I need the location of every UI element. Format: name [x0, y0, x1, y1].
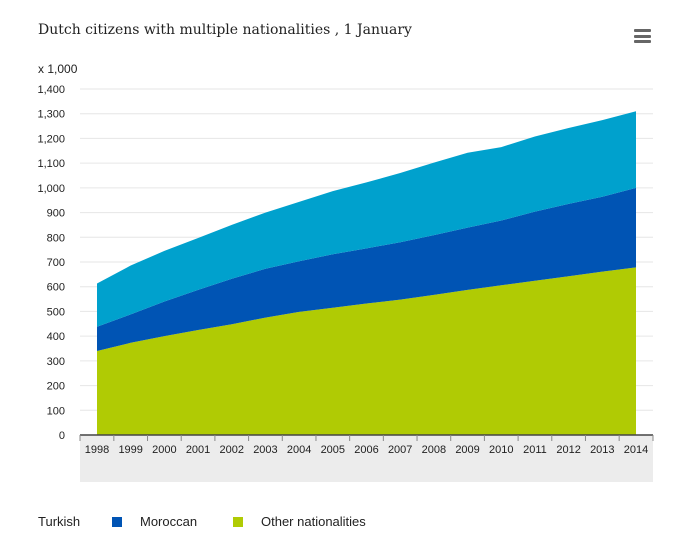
y-tick-label: 1,100 [37, 158, 65, 170]
x-tick-label: 2014 [624, 444, 648, 456]
x-tick-label: 2000 [152, 444, 176, 456]
chart-title: Dutch citizens with multiple nationaliti… [38, 22, 412, 38]
y-tick-label: 800 [47, 232, 65, 244]
x-tick-label: 2003 [253, 444, 277, 456]
legend-label-other-nationalities: Other nationalities [261, 514, 366, 529]
y-tick-label: 1,200 [37, 133, 65, 145]
legend-swatch-other-nationalities [233, 517, 243, 527]
x-tick-label: 2011 [523, 444, 547, 456]
y-tick-label: 1,000 [37, 183, 65, 195]
x-tick-label: 2008 [422, 444, 446, 456]
legend-item-other-nationalities[interactable]: Other nationalities [233, 514, 366, 529]
y-tick-label: 600 [47, 282, 65, 294]
y-tick-label: 500 [47, 306, 65, 318]
y-tick-label: 700 [47, 257, 65, 269]
y-tick-label: 100 [47, 405, 65, 417]
x-tick-label: 2004 [287, 444, 311, 456]
x-tick-label: 1999 [118, 444, 142, 456]
x-tick-label: 2010 [489, 444, 513, 456]
x-tick-label: 1998 [85, 444, 109, 456]
y-tick-label: 300 [47, 356, 65, 368]
y-axis-unit-label: x 1,000 [38, 62, 78, 76]
area-other-nationalities[interactable] [97, 267, 636, 435]
x-tick-label: 2002 [220, 444, 244, 456]
x-tick-label: 2013 [590, 444, 614, 456]
area-moroccan[interactable] [97, 187, 636, 351]
x-tick-label: 2006 [354, 444, 378, 456]
chart-legend: Turkish Moroccan Other nationalities [0, 514, 693, 534]
y-tick-label: 0 [59, 430, 65, 442]
x-axis-band [80, 435, 653, 482]
legend-label-turkish: Turkish [38, 514, 81, 529]
y-tick-label: 900 [47, 208, 65, 220]
x-tick-label: 2005 [321, 444, 345, 456]
x-tick-label: 2012 [556, 444, 580, 456]
chart-menu-icon[interactable] [634, 29, 651, 43]
y-tick-label: 200 [47, 381, 65, 393]
area-turkish[interactable] [97, 111, 636, 327]
y-tick-label: 1,400 [37, 84, 65, 96]
legend-item-turkish[interactable]: Turkish [38, 514, 80, 529]
y-tick-label: 400 [47, 331, 65, 343]
x-tick-label: 2007 [388, 444, 412, 456]
x-tick-label: 2001 [186, 444, 210, 456]
legend-swatch-moroccan [112, 517, 122, 527]
legend-item-moroccan[interactable]: Moroccan [112, 514, 197, 529]
y-tick-label: 1,300 [37, 109, 65, 121]
x-tick-label: 2009 [455, 444, 479, 456]
legend-label-moroccan: Moroccan [140, 514, 198, 529]
